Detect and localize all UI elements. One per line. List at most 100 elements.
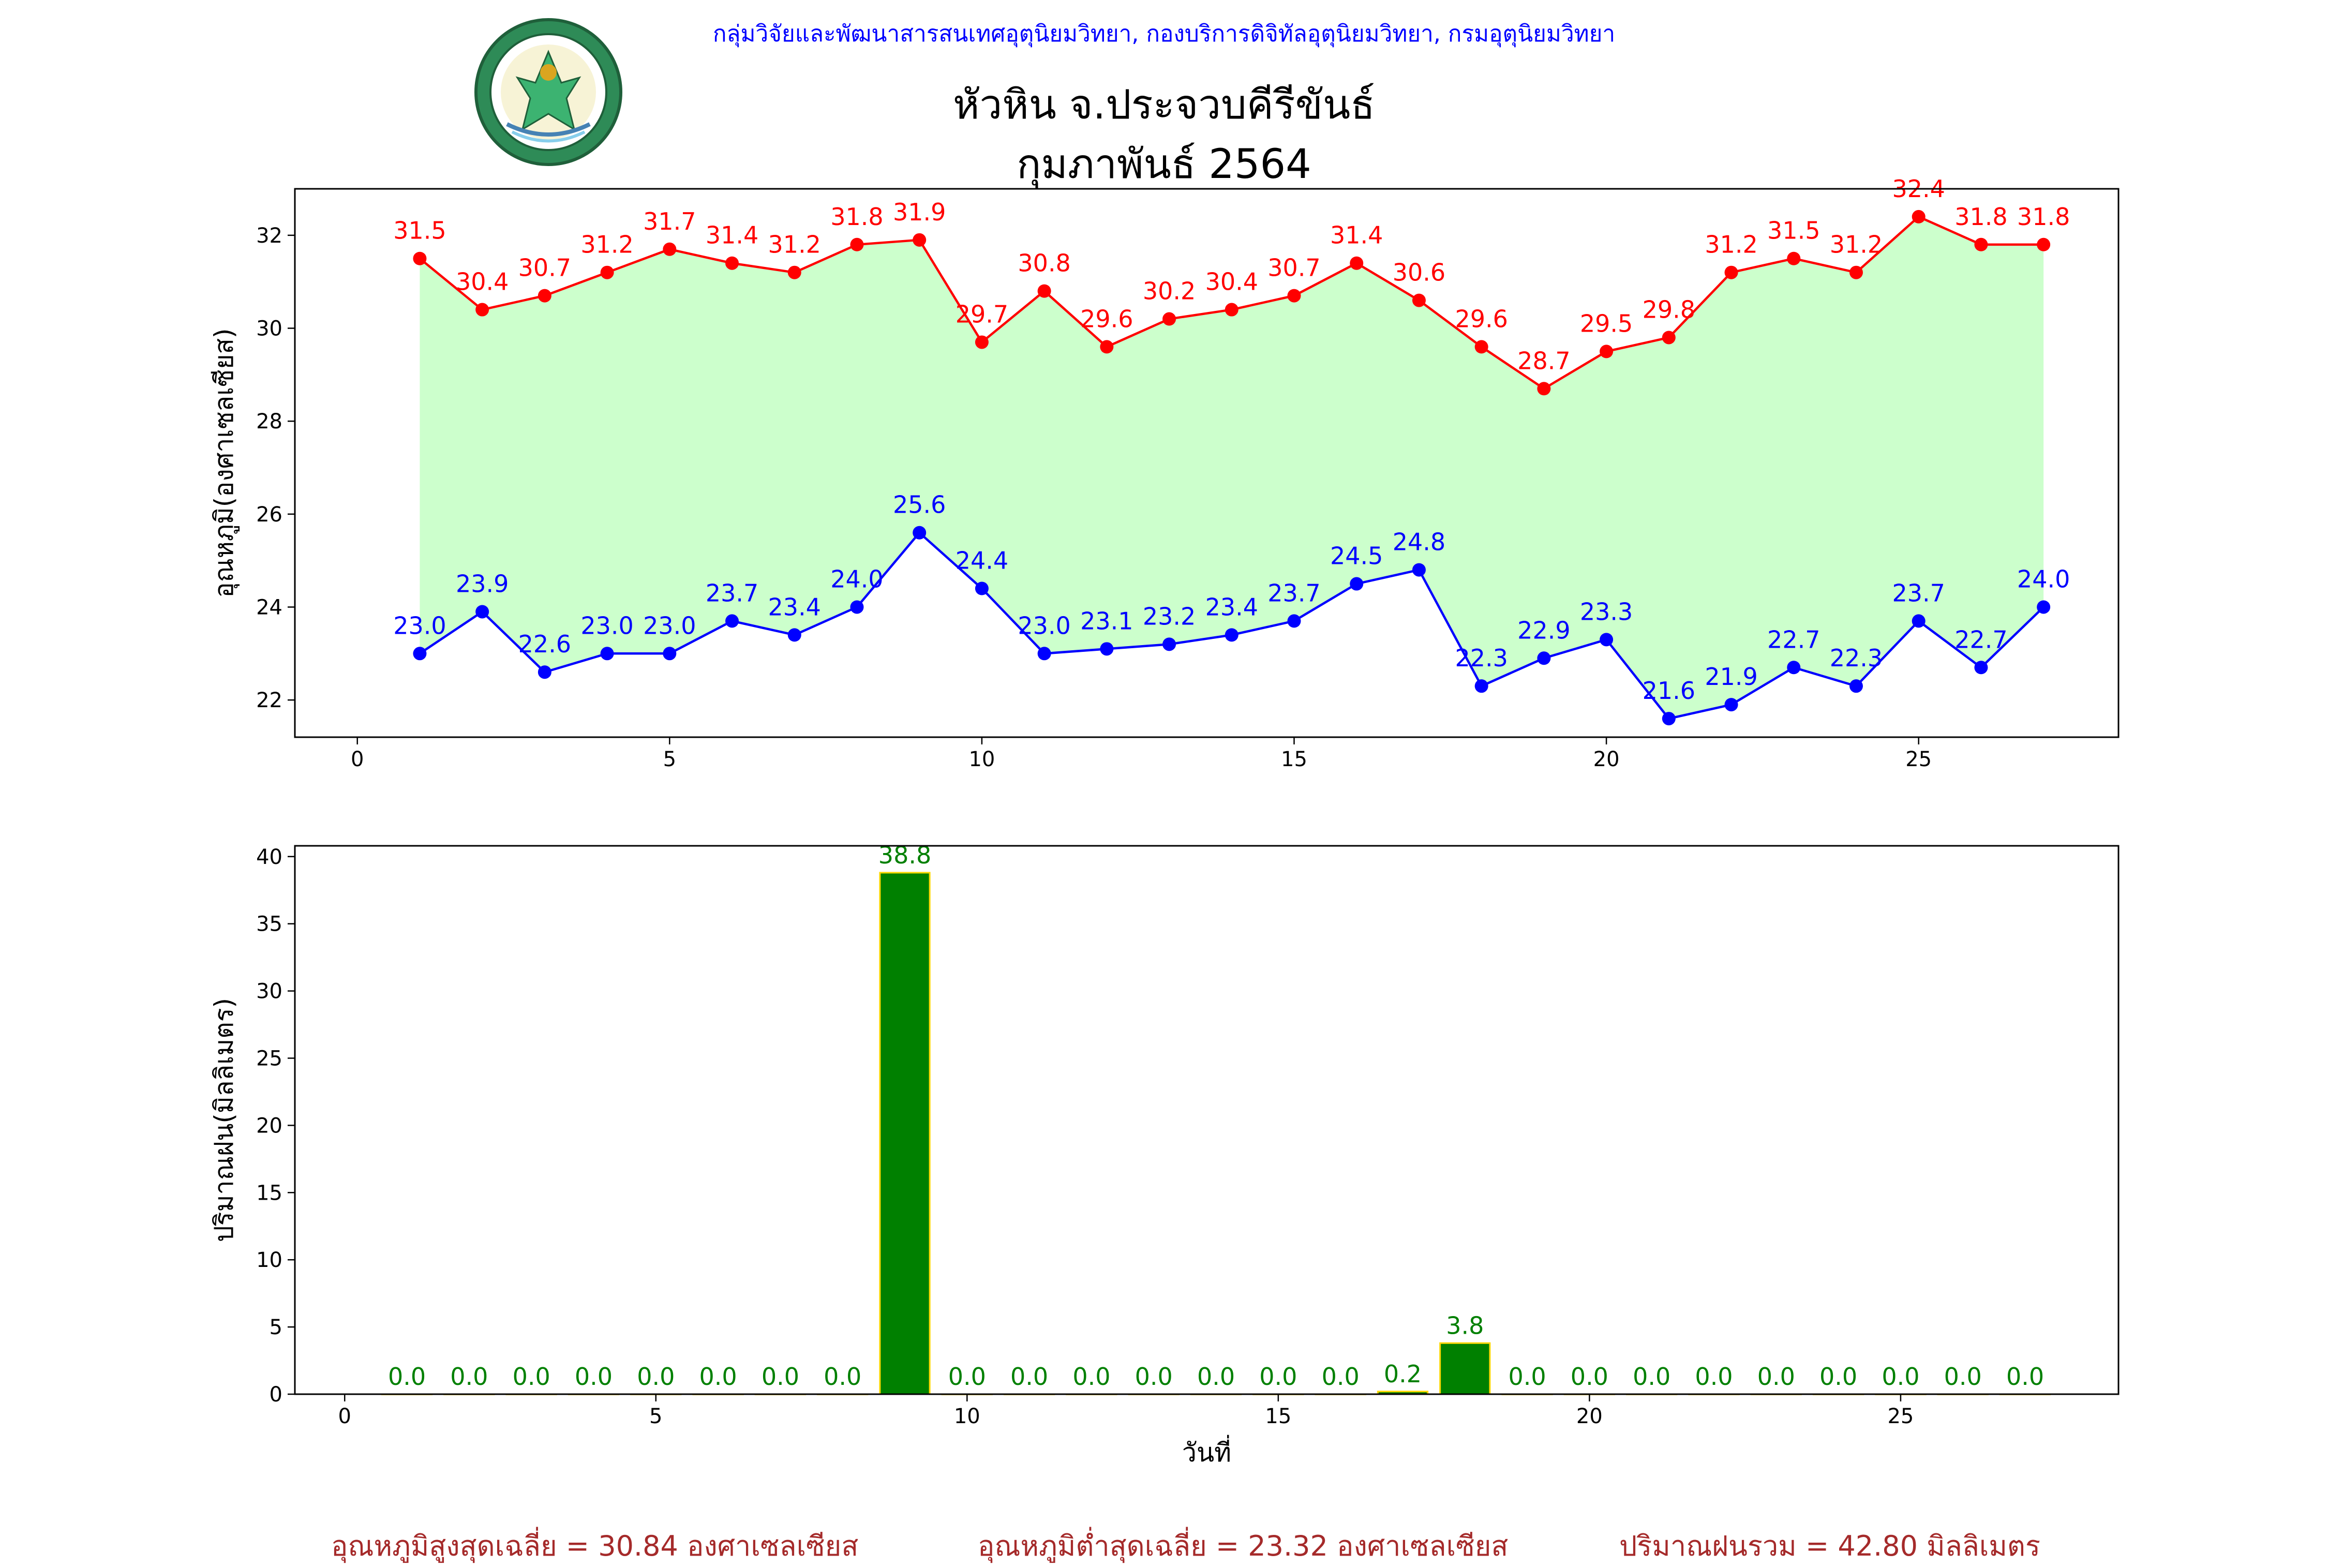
max-temp-point bbox=[787, 265, 801, 279]
min-temp-point bbox=[1849, 679, 1863, 693]
rain-bar-label: 0.0 bbox=[2006, 1363, 2044, 1391]
max-temp-point bbox=[913, 233, 927, 247]
y-axis-label: อุณหภูมิ(องศาเซลเซียส) bbox=[209, 328, 240, 598]
rain-bar-label: 0.0 bbox=[1509, 1363, 1546, 1391]
min-temp-label: 23.4 bbox=[1205, 593, 1258, 621]
y-tick-label: 40 bbox=[256, 845, 282, 869]
rain-bar bbox=[1439, 1342, 1491, 1395]
min-temp-label: 24.0 bbox=[830, 565, 883, 593]
min-temp-label: 22.9 bbox=[1517, 616, 1570, 644]
max-temp-point bbox=[1912, 210, 1926, 223]
max-temp-point bbox=[475, 303, 489, 317]
min-temp-label: 22.3 bbox=[1830, 644, 1883, 672]
max-temp-point bbox=[1600, 345, 1614, 359]
min-temp-label: 22.7 bbox=[1954, 625, 2007, 653]
min-temp-point bbox=[413, 647, 427, 661]
min-temp-label: 21.9 bbox=[1705, 663, 1757, 691]
min-temp-point bbox=[1724, 698, 1738, 712]
min-temp-label: 24.8 bbox=[1393, 528, 1445, 556]
max-temp-label: 29.6 bbox=[1080, 305, 1133, 333]
y-tick-label: 0 bbox=[270, 1383, 282, 1407]
min-temp-label: 22.7 bbox=[1767, 625, 1820, 653]
min-temp-label: 23.4 bbox=[768, 593, 821, 621]
rain-bar-label: 0.0 bbox=[1571, 1363, 1608, 1391]
min-temp-label: 23.0 bbox=[1018, 611, 1070, 639]
rain-bar-label: 0.0 bbox=[1757, 1363, 1795, 1391]
rain-bar-label: 0.0 bbox=[1944, 1363, 1982, 1391]
min-temp-point bbox=[1662, 712, 1676, 726]
rain-bar-label: 0.0 bbox=[575, 1363, 613, 1391]
min-temp-point bbox=[1287, 614, 1301, 628]
rain-bar-label: 0.0 bbox=[1135, 1363, 1173, 1391]
max-temp-label: 31.2 bbox=[1830, 231, 1883, 259]
footer-avg-min: อุณหภูมิต่ำสุดเฉลี่ย = 23.32 องศาเซลเซีย… bbox=[978, 1530, 1509, 1562]
min-temp-point bbox=[1225, 628, 1238, 642]
min-temp-point bbox=[913, 526, 927, 540]
min-temp-point bbox=[1412, 563, 1426, 577]
max-temp-label: 29.5 bbox=[1580, 309, 1633, 337]
max-temp-label: 30.8 bbox=[1018, 249, 1070, 277]
x-tick-label: 5 bbox=[663, 748, 676, 771]
max-temp-label: 31.8 bbox=[830, 203, 883, 231]
max-temp-point bbox=[975, 335, 989, 349]
max-temp-label: 31.2 bbox=[580, 231, 633, 259]
rain-bar-label: 0.0 bbox=[1197, 1363, 1235, 1391]
min-temp-label: 23.0 bbox=[393, 611, 446, 639]
y-tick-label: 15 bbox=[256, 1181, 282, 1205]
rain-bar-label: 0.0 bbox=[699, 1363, 737, 1391]
x-tick-label: 5 bbox=[649, 1405, 662, 1428]
y-tick-label: 30 bbox=[256, 317, 282, 340]
min-temp-label: 25.6 bbox=[893, 491, 946, 519]
max-temp-point bbox=[1037, 284, 1051, 298]
max-temp-label: 31.2 bbox=[768, 231, 821, 259]
min-temp-label: 22.6 bbox=[518, 630, 571, 658]
meteorological-department-seal-icon bbox=[474, 18, 622, 166]
min-temp-label: 23.9 bbox=[456, 570, 509, 598]
min-temp-point bbox=[1350, 577, 1364, 591]
max-temp-point bbox=[1724, 265, 1738, 279]
y-tick-label: 10 bbox=[256, 1248, 282, 1272]
x-tick-label: 20 bbox=[1593, 748, 1620, 771]
max-temp-point bbox=[1974, 237, 1988, 251]
max-temp-point bbox=[1287, 289, 1301, 303]
min-temp-point bbox=[787, 628, 801, 642]
min-temp-point bbox=[1037, 647, 1051, 661]
min-temp-point bbox=[725, 614, 739, 628]
min-temp-label: 23.7 bbox=[1267, 579, 1320, 607]
max-temp-label: 29.6 bbox=[1455, 305, 1508, 333]
max-temp-point bbox=[1787, 251, 1801, 265]
min-temp-point bbox=[1537, 651, 1551, 665]
max-temp-label: 31.4 bbox=[1330, 221, 1383, 249]
y-tick-label: 32 bbox=[256, 224, 282, 248]
y-axis-label: ปริมาณฝน(มิลลิเมตร) bbox=[209, 998, 239, 1242]
max-temp-label: 31.2 bbox=[1705, 231, 1757, 259]
header-organization: กลุ่มวิจัยและพัฒนาสารสนเทศอุตุนิยมวิทยา,… bbox=[712, 21, 1616, 47]
max-temp-label: 30.4 bbox=[456, 268, 509, 296]
x-tick-label: 25 bbox=[1887, 1405, 1914, 1428]
y-tick-label: 20 bbox=[256, 1114, 282, 1138]
page-title: หัวหิน จ.ประจวบคีรีขันธ์ bbox=[953, 82, 1375, 128]
max-temp-point bbox=[1100, 340, 1114, 354]
y-tick-label: 28 bbox=[256, 410, 282, 434]
rain-bar-label: 0.0 bbox=[1010, 1363, 1048, 1391]
footer-avg-max: อุณหภูมิสูงสุดเฉลี่ย = 30.84 องศาเซลเซีย… bbox=[331, 1530, 859, 1562]
max-temp-point bbox=[1849, 265, 1863, 279]
max-temp-label: 30.7 bbox=[1267, 254, 1320, 282]
max-temp-point bbox=[850, 237, 864, 251]
max-temp-point bbox=[600, 265, 614, 279]
min-temp-label: 23.2 bbox=[1143, 602, 1196, 630]
min-temp-point bbox=[1787, 661, 1801, 675]
max-temp-label: 30.2 bbox=[1143, 277, 1196, 305]
min-temp-label: 23.3 bbox=[1580, 598, 1633, 625]
rain-bar-label: 0.2 bbox=[1384, 1360, 1422, 1388]
min-temp-point bbox=[538, 665, 551, 679]
min-temp-point bbox=[600, 647, 614, 661]
min-temp-point bbox=[975, 581, 989, 595]
min-temp-label: 23.0 bbox=[580, 611, 633, 639]
min-temp-point bbox=[1600, 633, 1614, 647]
y-tick-label: 25 bbox=[256, 1047, 282, 1070]
max-temp-point bbox=[1474, 340, 1488, 354]
min-temp-label: 21.6 bbox=[1643, 677, 1695, 705]
max-temp-label: 31.8 bbox=[2017, 203, 2070, 231]
min-temp-label: 24.5 bbox=[1330, 542, 1383, 570]
